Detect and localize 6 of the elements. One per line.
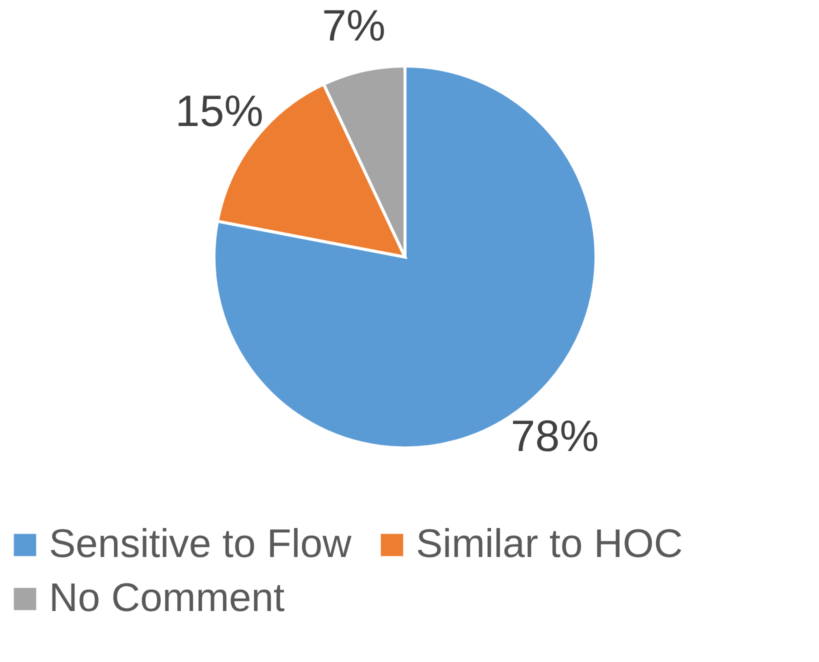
- legend-label: Sensitive to Flow: [49, 522, 352, 566]
- data-label: 7%: [322, 2, 386, 51]
- data-label: 15%: [175, 86, 264, 136]
- legend-label: No Comment: [49, 576, 285, 620]
- data-label: 78%: [510, 412, 599, 462]
- legend-label: Similar to HOC: [416, 522, 683, 566]
